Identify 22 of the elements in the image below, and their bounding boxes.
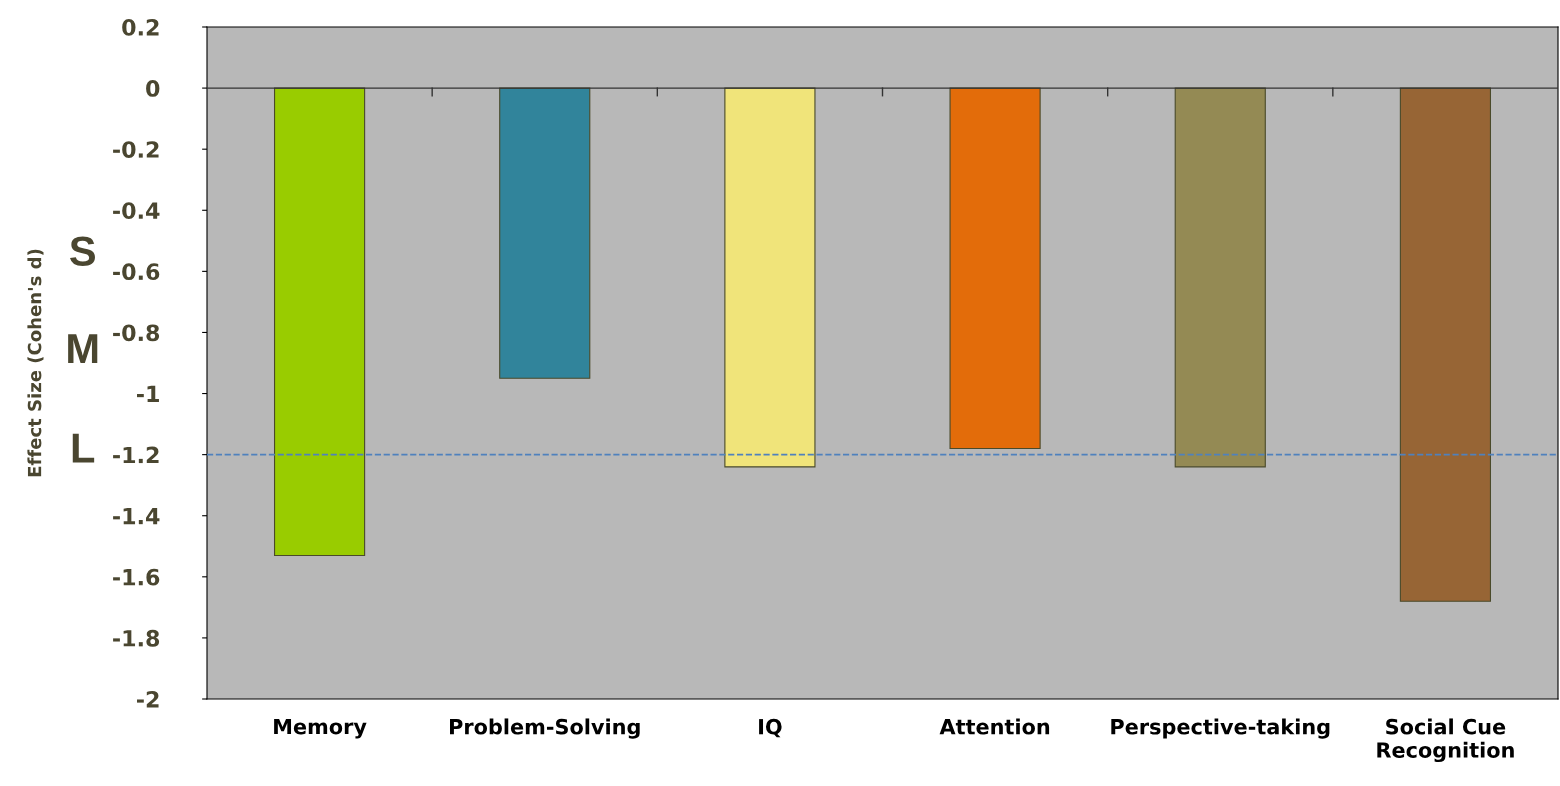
x-tick-label: Attention [939,718,1050,735]
y-tick-label: -1 [136,385,159,402]
y-axis-title: Effect Size (Cohen's d) [27,249,44,477]
y-tick-label: 0 [146,80,160,97]
text: L [72,433,95,463]
y-tick-label: -0.4 [113,202,160,220]
x-tick-label: IQ [759,718,782,738]
y-tick-label: -0.8 [113,324,160,342]
text: S [70,236,95,266]
y-tick-label: -1.2 [113,446,159,464]
x-tick-label: Problem-Solving [450,718,640,739]
y-tick-label: -1.8 [113,629,160,647]
text: M [68,334,98,364]
x-tick-label: Memory [274,718,367,739]
y-tick-label: -1.4 [113,507,160,525]
y-tick-label: -0.6 [113,263,160,281]
y-tick-label: -0.2 [113,141,159,158]
x-tick-label: Social Cue Recognition [1377,718,1514,763]
y-tick-label: -1.6 [113,568,160,586]
y-tick-label: -2 [136,690,159,708]
x-tick-label: Perspective-taking [1111,718,1330,739]
y-tick-label: 0.2 [122,18,159,36]
